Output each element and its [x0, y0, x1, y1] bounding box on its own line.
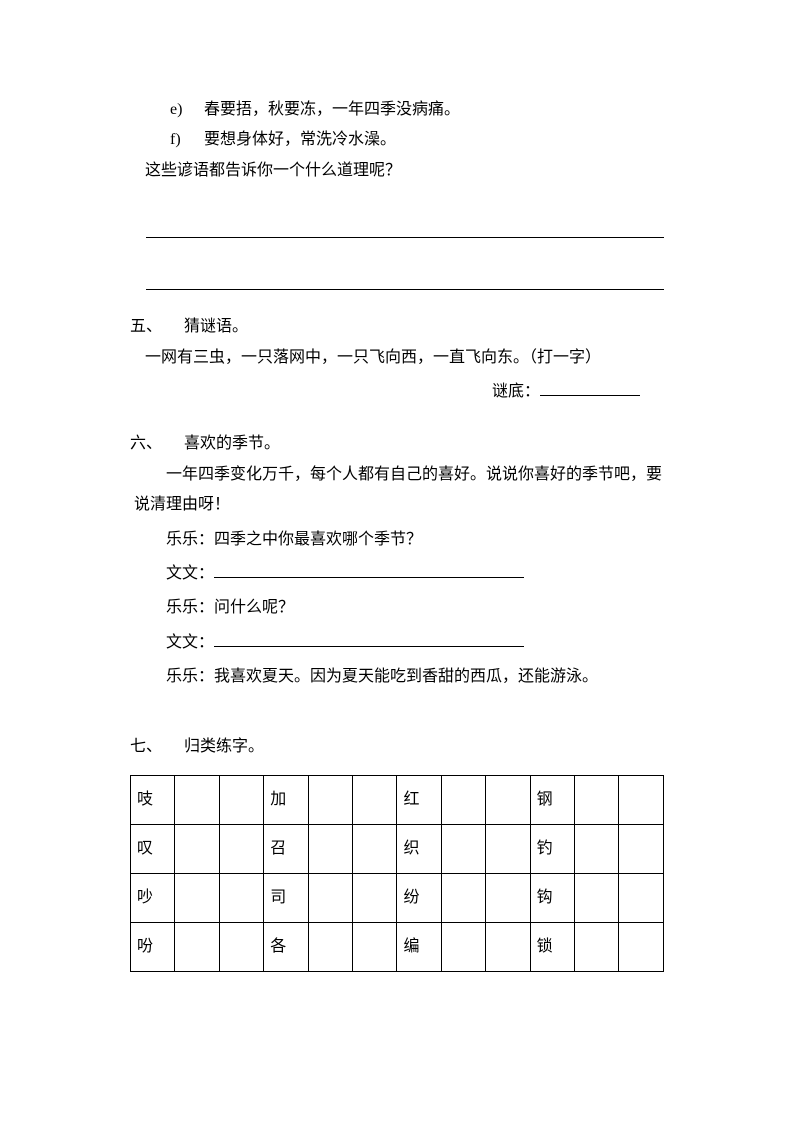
- dialog-2-blank[interactable]: [214, 562, 524, 578]
- table-row: 叹召织钓: [131, 824, 664, 873]
- grid-cell[interactable]: [353, 922, 397, 971]
- grid-cell[interactable]: [619, 824, 664, 873]
- grid-cell[interactable]: [619, 775, 664, 824]
- grid-cell[interactable]: [575, 775, 619, 824]
- item-letter-e: e): [170, 95, 200, 125]
- list-item-e: e) 春要捂，秋要冻，一年四季没病痛。: [130, 95, 664, 125]
- grid-cell: 钢: [530, 775, 574, 824]
- grid-cell[interactable]: [175, 775, 219, 824]
- section-6-title: 喜欢的季节。: [184, 435, 280, 452]
- section-5-head: 五、 猜谜语。: [130, 312, 664, 342]
- item-letter-f: f): [170, 125, 200, 155]
- dialog-line-1: 乐乐：四季之中你最喜欢哪个季节？: [130, 525, 664, 555]
- grid-cell[interactable]: [308, 873, 352, 922]
- dialog-4-label: 文文：: [166, 634, 214, 651]
- grid-cell[interactable]: [308, 775, 352, 824]
- grid-cell[interactable]: [353, 775, 397, 824]
- grid-cell[interactable]: [219, 922, 263, 971]
- item-text-e: 春要捂，秋要冻，一年四季没病痛。: [204, 101, 460, 118]
- table-row: 吱加红钢: [131, 775, 664, 824]
- answer-blank-1[interactable]: [146, 208, 664, 238]
- grid-cell: 织: [397, 824, 441, 873]
- item-text-f: 要想身体好，常洗冷水澡。: [204, 131, 396, 148]
- grid-cell[interactable]: [486, 922, 530, 971]
- grid-cell[interactable]: [441, 824, 485, 873]
- grid-cell[interactable]: [575, 824, 619, 873]
- grid-cell[interactable]: [486, 824, 530, 873]
- grid-cell: 吩: [131, 922, 175, 971]
- table-row: 吩各编锁: [131, 922, 664, 971]
- grid-cell[interactable]: [486, 775, 530, 824]
- dialog-line-5: 乐乐：我喜欢夏天。因为夏天能吃到香甜的西瓜，还能游泳。: [130, 662, 664, 692]
- grid-cell[interactable]: [219, 873, 263, 922]
- grid-cell[interactable]: [353, 824, 397, 873]
- grid-cell[interactable]: [308, 824, 352, 873]
- grid-cell[interactable]: [486, 873, 530, 922]
- grid-cell: 各: [264, 922, 308, 971]
- grid-cell: 召: [264, 824, 308, 873]
- character-grid: 吱 加 红 钢叹 召 织 钓吵 司 纷 钩吩 各 编 锁: [130, 775, 664, 972]
- grid-cell[interactable]: [619, 922, 664, 971]
- question-text: 这些谚语都告诉你一个什么道理呢？: [130, 156, 664, 186]
- grid-cell[interactable]: [219, 824, 263, 873]
- answer-blank-2[interactable]: [146, 260, 664, 290]
- grid-cell: 红: [397, 775, 441, 824]
- grid-cell[interactable]: [175, 824, 219, 873]
- riddle-answer-blank[interactable]: [540, 380, 640, 396]
- grid-cell[interactable]: [175, 922, 219, 971]
- dialog-2-label: 文文：: [166, 565, 214, 582]
- grid-cell[interactable]: [308, 922, 352, 971]
- grid-cell: 纷: [397, 873, 441, 922]
- grid-cell: 司: [264, 873, 308, 922]
- grid-cell: 吵: [131, 873, 175, 922]
- section-7-title: 归类练字。: [184, 738, 264, 755]
- section-6-num: 六、: [130, 429, 180, 459]
- grid-cell[interactable]: [441, 873, 485, 922]
- grid-cell[interactable]: [619, 873, 664, 922]
- grid-cell: 钓: [530, 824, 574, 873]
- dialog-line-2: 文文：: [130, 559, 664, 589]
- grid-cell: 吱: [131, 775, 175, 824]
- grid-cell[interactable]: [175, 873, 219, 922]
- grid-cell: 加: [264, 775, 308, 824]
- grid-cell: 编: [397, 922, 441, 971]
- section-5-num: 五、: [130, 312, 180, 342]
- section-6-head: 六、 喜欢的季节。: [130, 429, 664, 459]
- list-item-f: f) 要想身体好，常洗冷水澡。: [130, 125, 664, 155]
- grid-cell[interactable]: [575, 922, 619, 971]
- grid-cell[interactable]: [575, 873, 619, 922]
- section-6-intro: 一年四季变化万千，每个人都有自己的喜好。说说你喜好的季节吧，要说清理由呀！: [130, 460, 664, 521]
- section-7-num: 七、: [130, 732, 180, 762]
- grid-cell[interactable]: [441, 775, 485, 824]
- dialog-line-4: 文文：: [130, 628, 664, 658]
- riddle-answer-row: 谜底：: [130, 377, 664, 407]
- grid-cell[interactable]: [353, 873, 397, 922]
- section-7-head: 七、 归类练字。: [130, 732, 664, 762]
- dialog-line-3: 乐乐：问什么呢？: [130, 593, 664, 623]
- section-5-title: 猜谜语。: [184, 318, 248, 335]
- table-row: 吵司纷钩: [131, 873, 664, 922]
- dialog-4-blank[interactable]: [214, 631, 524, 647]
- section-5-body: 一网有三虫，一只落网中，一只飞向西，一直飞向东。（打一字）: [130, 343, 664, 373]
- grid-cell[interactable]: [441, 922, 485, 971]
- grid-cell: 钩: [530, 873, 574, 922]
- riddle-answer-label: 谜底：: [492, 383, 540, 400]
- grid-cell: 叹: [131, 824, 175, 873]
- grid-cell[interactable]: [219, 775, 263, 824]
- grid-cell: 锁: [530, 922, 574, 971]
